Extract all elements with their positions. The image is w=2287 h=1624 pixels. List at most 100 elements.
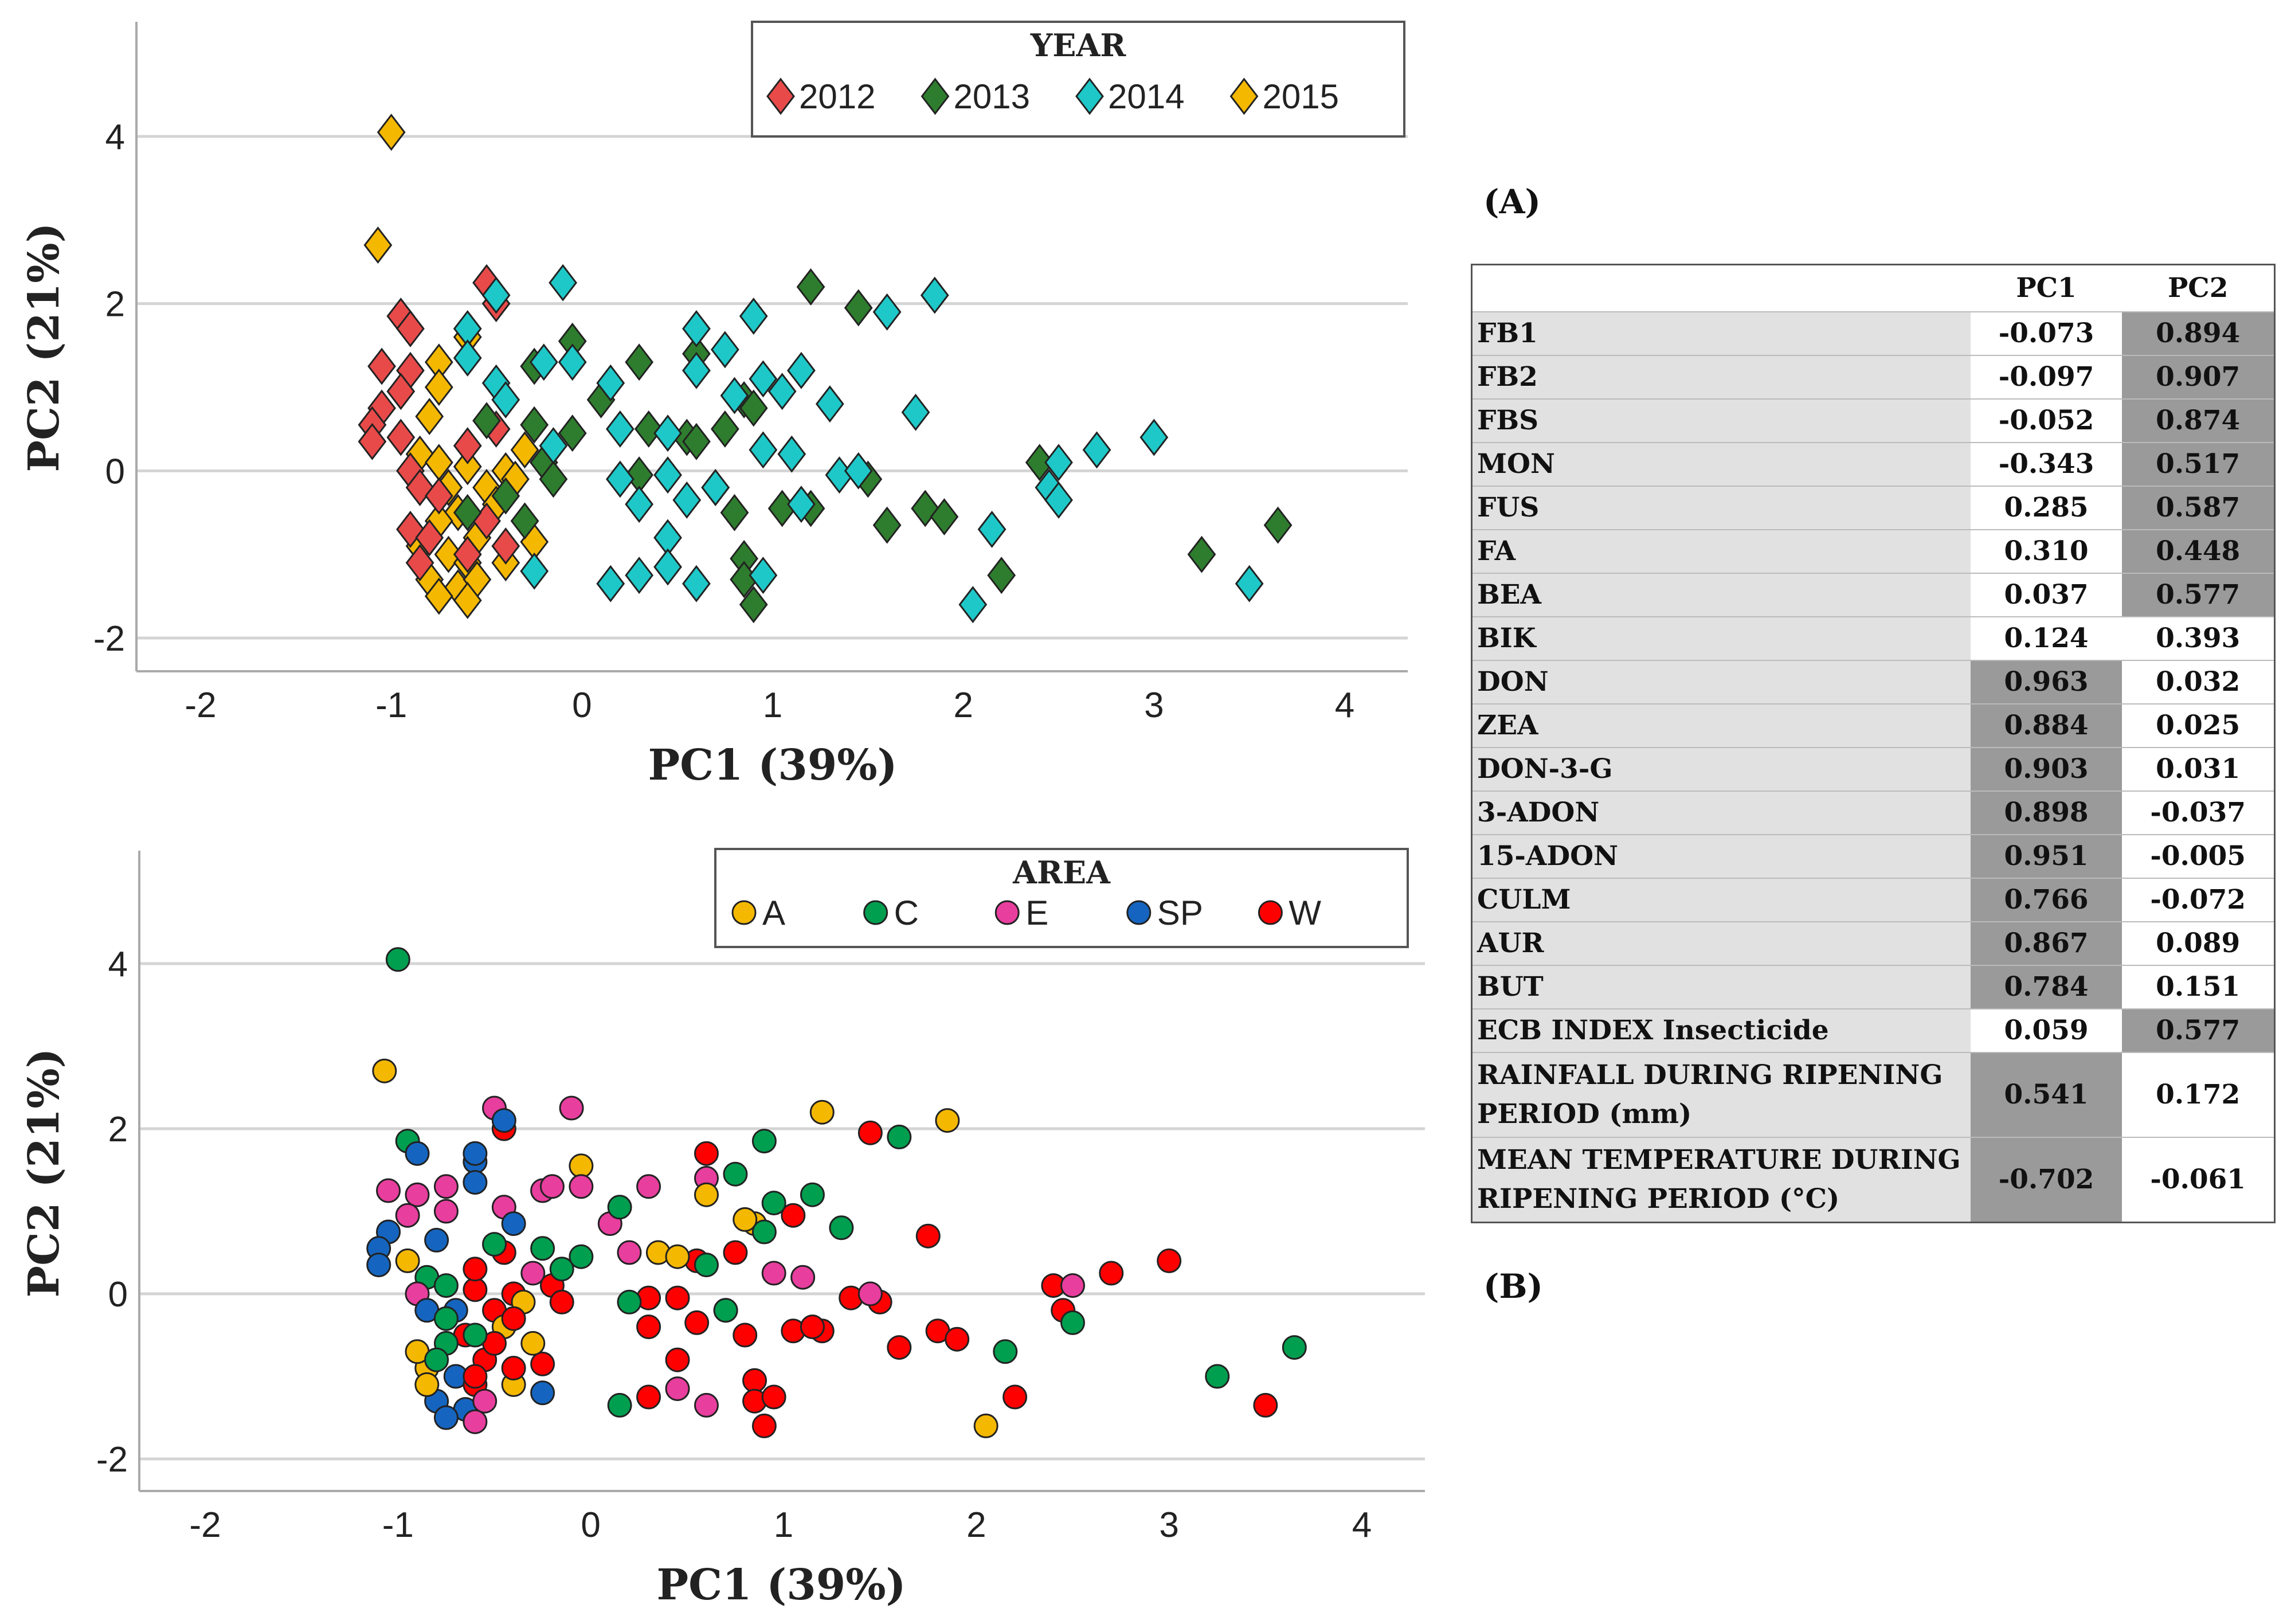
data-point-C xyxy=(433,1273,459,1298)
pc2-loading: 0.172 xyxy=(2122,1052,2275,1137)
data-point-W xyxy=(501,1306,526,1331)
pc2-loading: 0.517 xyxy=(2122,442,2275,486)
table-row: BUT 0.784 0.151 xyxy=(1471,965,2275,1009)
pc2-loading: 0.393 xyxy=(2122,616,2275,660)
variable-name: FB2 xyxy=(1471,355,1971,399)
pc1-loading: 0.884 xyxy=(1970,703,2122,748)
data-point-SP xyxy=(530,1380,555,1406)
pc1-loading: -0.052 xyxy=(1970,398,2122,443)
data-point-E xyxy=(790,1265,816,1290)
data-point-2013 xyxy=(739,586,768,624)
data-point-E xyxy=(472,1388,498,1414)
data-point-E xyxy=(395,1203,420,1228)
pc1-loading: 0.766 xyxy=(1970,878,2122,922)
data-point-2014 xyxy=(672,481,702,519)
data-point-E xyxy=(636,1174,661,1199)
data-point-W xyxy=(501,1356,526,1381)
y-tick-label: 2 xyxy=(108,1110,128,1149)
data-point-SP xyxy=(491,1108,516,1133)
variable-name: BEA xyxy=(1471,573,1971,617)
data-point-2015 xyxy=(453,448,482,486)
variable-name: RAINFALL DURING RIPENING PERIOD (mm) xyxy=(1471,1052,1971,1137)
x-tick-label: 1 xyxy=(763,686,782,725)
pc2-loading: -0.072 xyxy=(2122,878,2275,922)
data-point-E xyxy=(520,1261,546,1286)
legend-marker xyxy=(863,900,888,925)
y-tick-label: 0 xyxy=(108,1275,128,1314)
data-point-2014 xyxy=(777,435,806,473)
table-row: AUR 0.867 0.089 xyxy=(1471,921,2275,965)
data-point-E xyxy=(617,1240,642,1265)
data-point-A xyxy=(372,1058,397,1083)
legend-title: YEAR xyxy=(1030,27,1127,64)
pc2-loading: -0.005 xyxy=(2122,834,2275,878)
data-point-W xyxy=(665,1285,690,1310)
variable-name: FA xyxy=(1471,529,1971,573)
legend-label: 2013 xyxy=(954,77,1030,116)
y-axis-title: PC2 (21%) xyxy=(19,222,69,472)
variable-name: BUT xyxy=(1471,965,1971,1009)
x-tick-label: 0 xyxy=(572,686,592,725)
data-point-2014 xyxy=(529,343,558,381)
data-point-2014 xyxy=(787,351,816,389)
variable-name: DON-3-G xyxy=(1471,747,1971,791)
data-point-2014 xyxy=(1139,418,1169,456)
variable-name: 3-ADON xyxy=(1471,791,1971,835)
data-point-A xyxy=(520,1330,546,1356)
data-point-2014 xyxy=(625,557,654,594)
data-point-2015 xyxy=(363,226,393,264)
data-point-A xyxy=(733,1207,758,1232)
table-row: BEA 0.037 0.577 xyxy=(1471,573,2275,617)
data-point-2012 xyxy=(415,519,444,557)
data-point-W xyxy=(463,1277,488,1302)
table-row: FB1 -0.073 0.894 xyxy=(1471,311,2275,355)
y-tick-label: -2 xyxy=(96,1440,128,1480)
data-point-C xyxy=(607,1392,632,1418)
data-point-2014 xyxy=(767,373,797,410)
data-point-2015 xyxy=(377,114,406,151)
x-tick-label: 4 xyxy=(1352,1505,1372,1545)
x-tick-label: -2 xyxy=(185,686,216,725)
data-point-SP xyxy=(424,1227,449,1253)
x-tick-label: 2 xyxy=(966,1505,986,1545)
legend-label: C xyxy=(894,894,919,932)
data-point-C xyxy=(1282,1335,1307,1360)
x-tick-label: 1 xyxy=(774,1505,793,1545)
data-point-2015 xyxy=(510,431,539,469)
data-point-2012 xyxy=(453,427,482,465)
data-point-W xyxy=(665,1347,690,1372)
data-point-2014 xyxy=(520,552,549,590)
legend-marker xyxy=(1075,77,1104,115)
pc2-loading: 0.025 xyxy=(2122,703,2275,748)
x-tick-label: -2 xyxy=(189,1505,221,1545)
data-point-2014 xyxy=(605,410,635,448)
data-point-2014 xyxy=(1044,481,1073,519)
table-header-row: PC1 PC2 xyxy=(1471,264,2275,312)
data-point-2014 xyxy=(1235,565,1264,602)
loadings-table: PC1 PC2 FB1 -0.073 0.894 FB2 -0.097 0.907… xyxy=(1471,264,2276,1223)
data-point-W xyxy=(1253,1392,1278,1418)
x-axis-title: PC1 (39%) xyxy=(648,741,897,790)
data-point-2014 xyxy=(682,310,711,347)
pc2-loading: 0.907 xyxy=(2122,355,2275,399)
data-point-2014 xyxy=(653,414,682,452)
legend-label: SP xyxy=(1157,894,1203,932)
data-point-SP xyxy=(463,1170,488,1195)
data-point-2012 xyxy=(396,310,425,347)
data-point-W xyxy=(945,1326,970,1352)
variable-name: ZEA xyxy=(1471,703,1971,748)
data-point-2013 xyxy=(1263,506,1293,544)
variable-name: FB1 xyxy=(1471,311,1971,355)
data-point-C xyxy=(463,1322,488,1348)
pc2-loading: 0.577 xyxy=(2122,1008,2275,1052)
data-point-2014 xyxy=(653,456,682,494)
data-point-A xyxy=(809,1099,835,1125)
legend-marker xyxy=(766,77,795,115)
data-point-E xyxy=(665,1376,690,1402)
data-point-2014 xyxy=(682,351,711,389)
data-point-W xyxy=(1157,1248,1182,1273)
data-point-2013 xyxy=(520,406,549,444)
legend-label: W xyxy=(1289,894,1321,932)
pc1-loading: 0.059 xyxy=(1970,1008,2122,1052)
